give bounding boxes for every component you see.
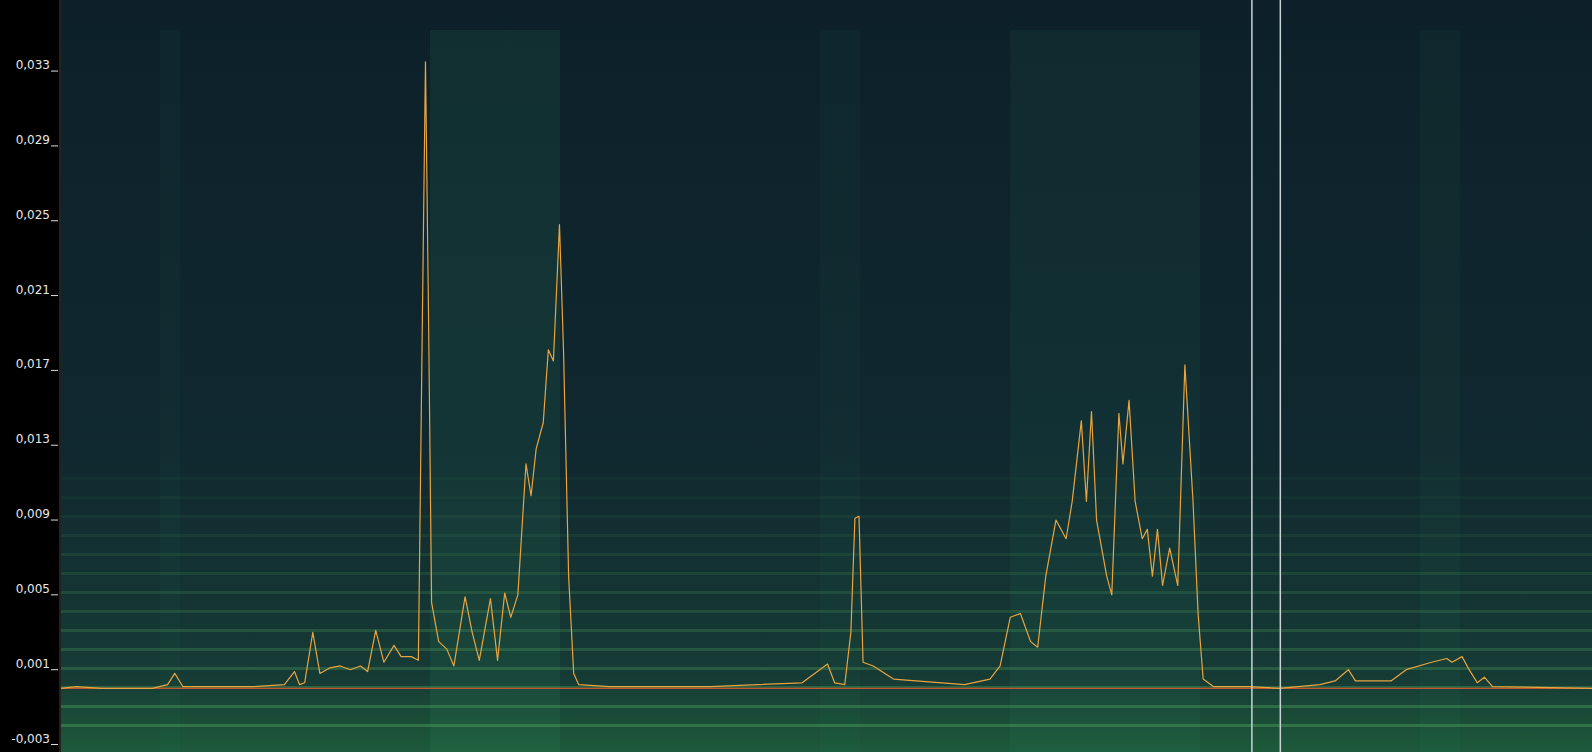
y-tick (51, 744, 58, 745)
spectrogram-bg (61, 0, 1592, 752)
y-tick-label: 0,033 (16, 58, 50, 72)
y-tick-label: 0,013 (16, 432, 50, 446)
harmonic (61, 591, 1592, 594)
harmonic (61, 572, 1592, 575)
y-tick-label: 0,021 (16, 283, 50, 297)
y-tick (51, 71, 58, 72)
harmonic (61, 667, 1592, 670)
harmonic (61, 629, 1592, 632)
y-tick (51, 594, 58, 595)
spectrogram-band (430, 30, 560, 752)
y-axis: 0,033 0,029 0,025 0,021 0,017 0,013 0,009 0,005… (11, 0, 60, 752)
y-tick (51, 520, 58, 521)
chart: 0,033 0,029 0,025 0,021 0,017 0,013 0,009 0,005… (0, 0, 1592, 752)
cursor-line (1251, 0, 1253, 752)
y-tick-label: 0,025 (16, 208, 50, 222)
harmonic (61, 477, 1592, 480)
y-tick (51, 370, 58, 371)
harmonic (61, 724, 1592, 727)
harmonic (61, 553, 1592, 556)
harmonic (61, 686, 1592, 689)
harmonic (61, 496, 1592, 499)
cursor-line (1280, 0, 1282, 752)
harmonic (61, 705, 1592, 708)
harmonic (61, 515, 1592, 518)
plot-area (61, 0, 1592, 752)
y-tick-label: 0,005 (16, 582, 50, 596)
spectrogram (61, 0, 1592, 752)
y-tick-label: 0,017 (16, 357, 50, 371)
spectrogram-band (1420, 30, 1460, 752)
harmonic (61, 610, 1592, 613)
y-tick-label: 0,001 (16, 657, 50, 671)
axis-panel (0, 0, 61, 752)
y-tick (51, 295, 58, 296)
y-tick (51, 145, 58, 146)
y-tick (51, 220, 58, 221)
spectrogram-band (160, 30, 180, 752)
harmonic (61, 534, 1592, 537)
y-tick-label: -0,003 (11, 732, 50, 746)
y-axis-line (60, 0, 61, 752)
spectrogram-band (820, 30, 860, 752)
y-tick-label: 0,009 (16, 507, 50, 521)
y-tick-label: 0,029 (16, 133, 50, 147)
y-tick (51, 669, 58, 670)
baseline (61, 688, 1592, 689)
y-tick (51, 445, 58, 446)
amplitude-line (61, 62, 1592, 689)
harmonic (61, 648, 1592, 651)
